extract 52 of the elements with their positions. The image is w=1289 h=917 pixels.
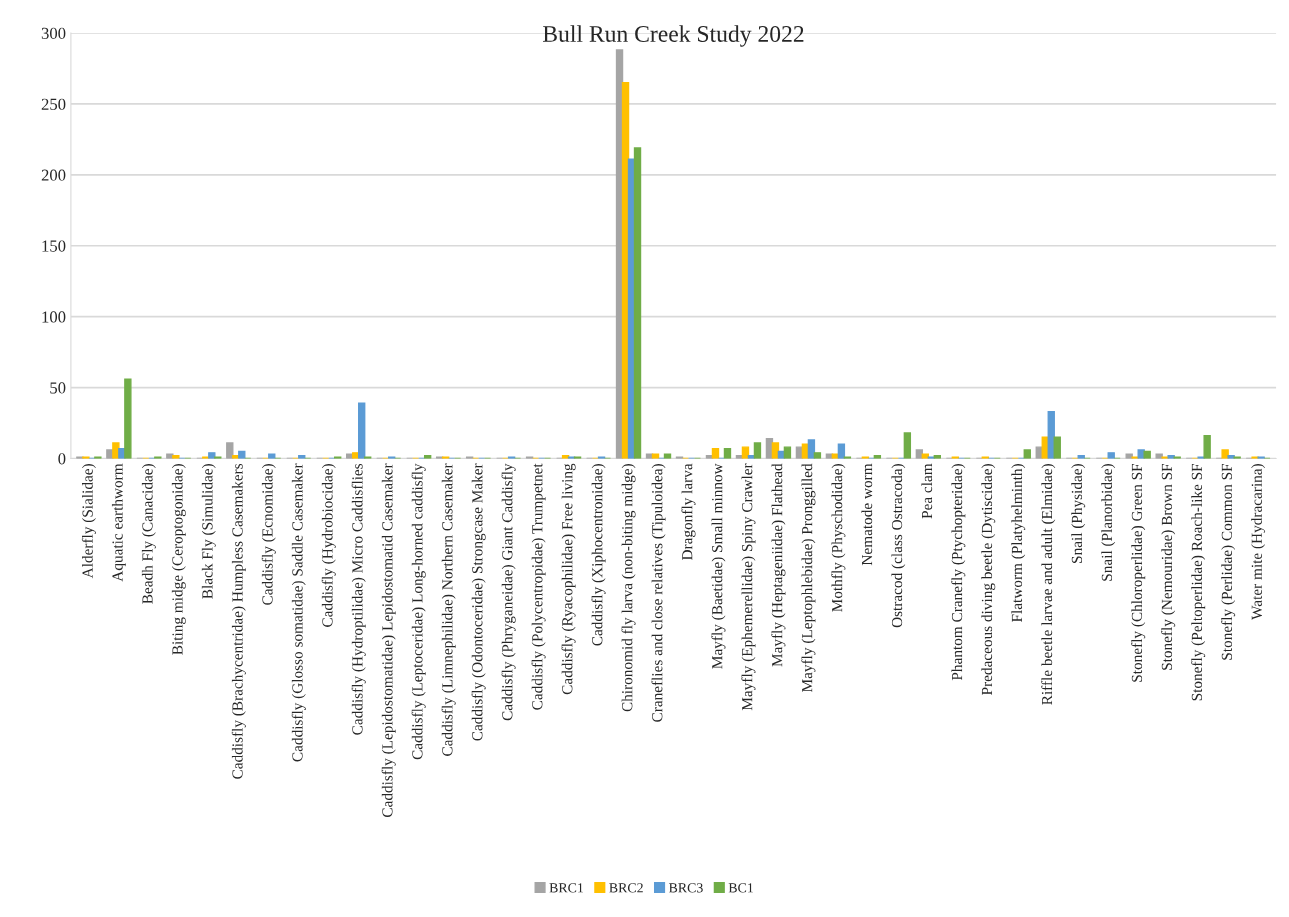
y-tick-label: 50 [50,382,66,394]
x-tick-label: Caddisfly (Polycentropidae) Trumpetnet [531,463,546,710]
x-tick-label: Pea clam [921,463,933,519]
x-tick-label: Mayfly (Ephemerellidae) Spiny Crawler [741,463,756,711]
x-tick-label: Mayfly (Baetidae) Small minnow [711,463,726,669]
x-tick-label: Caddisfly (Ecnomidae) [261,464,276,605]
x-tick-label: Ostracod (class Ostracoda) [891,464,906,628]
y-tick-label: 0 [58,453,66,465]
x-tick-label: Caddisfly (Xiphocentronidae) [591,464,606,646]
x-tick-label: Aquatic earthworm [111,463,126,582]
x-tick-label: Dragonfly larva [681,463,696,561]
x-tick-label: Black Fly (Simulidae) [201,464,216,599]
x-tick-label: Beadh Fly (Canacidae) [141,464,156,604]
x-tick-label: Stonefly (Nemouridae) Brown SF [1161,463,1176,670]
y-tick-label: 100 [42,311,66,323]
x-tick-label: Phantom Cranefly (Ptychopteridae) [951,464,966,681]
x-tick-label: Caddisfly (Hydroptilidae) Micro Caddisflies [351,463,366,735]
legend-label: BRC1 [549,883,583,893]
y-tick-label: 200 [41,169,66,181]
y-tick-label: 300 [41,27,66,39]
x-tick-label: Alderfly (Sialidae) [81,464,96,579]
x-tick-label: Caddisfly (Odontoceridae) Strongcase Maker [471,463,486,741]
x-tick-label: Caddisfly (Lepidostomatidae) Lepidostomatid Casemaker [381,463,396,818]
y-tick-label: 250 [41,98,66,110]
x-tick-label: Caddisfly (Ryacophilidae) Free living [561,463,576,695]
x-tick-label: Caddisfly (Limnephilidae) Northern Casemaker [441,463,456,756]
x-tick-label: Caddisfly (Phryganeidae) Giant Caddisfly [501,463,516,721]
x-tick-label: Craneflies and close relatives (Tipuloidea) [651,464,666,722]
x-tick-label: Stonefly (Perlidae) Common SF [1221,463,1236,660]
x-tick-label: Caddisfly (Brachycentridae) Humpless Casemakers [231,463,246,779]
x-tick-label: Caddisfly (Leptoceridae) Long-horned caddisfly [411,463,426,760]
x-tick-label: Caddisfly (Hydrobiocidae) [321,464,336,627]
x-tick-label: Snail (Physidae) [1071,464,1086,563]
x-tick-label: Mayfly (Heptageniidae) Flathead [771,463,786,667]
x-tick-label: Snail (Planorbidae) [1101,464,1116,581]
x-tick-label: Mayfly (Leptophlebidae) Pronggilled [801,463,816,693]
x-tick-label: Mothfly (Physchodidae) [831,464,846,612]
y-tick-label: 150 [42,240,66,252]
x-tick-label: Biting midge (Ceroptogonidae) [171,464,186,655]
x-tick-label: Stonefly (Peltoperlidae) Roach-like SF [1191,463,1206,701]
x-tick-label: Flatworm (Platyhelminth) [1011,464,1026,623]
chart-title: Bull Run Creek Study 2022 [543,25,804,47]
legend-label: BC1 [728,883,753,893]
x-tick-label: Chironomid fly larva (non-biting midge) [621,464,636,712]
x-tick-label: Water mite (Hydracarina) [1251,464,1266,620]
legend-label: BRC2 [609,883,643,893]
x-tick-label: Nematode worm [861,463,873,566]
x-tick-label: Predaceous diving beetle (Dytiscidae) [981,464,996,695]
x-tick-label: Caddisfly (Glosso somatidae) Saddle Casemaker [291,463,306,762]
x-tick-label: Riffle beetle larvae and adult (Elmidae) [1041,464,1056,705]
x-tick-label: Stonefly (Chloroperlidae) Green SF [1131,463,1146,682]
legend-label: BRC3 [668,883,703,893]
